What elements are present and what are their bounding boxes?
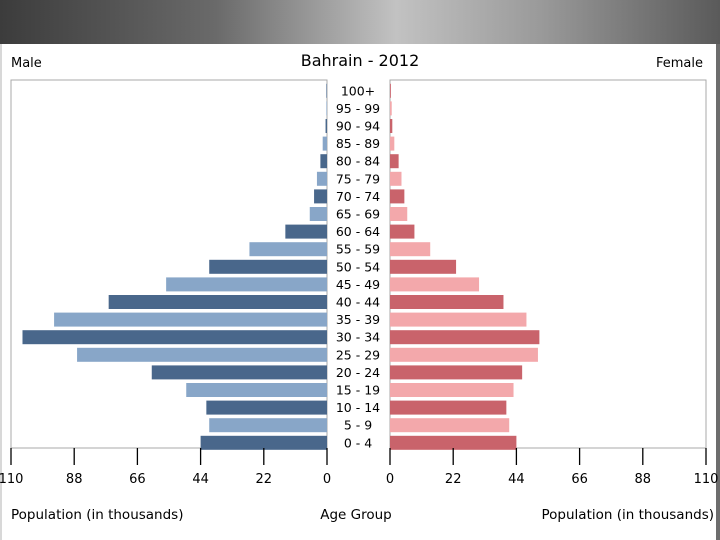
female-bar-15 — [390, 347, 538, 362]
male-bar-16 — [151, 365, 327, 380]
age-group-label-1: 95 - 99 — [336, 101, 380, 116]
male-bar-15 — [77, 347, 327, 362]
female-bar-11 — [390, 277, 480, 292]
age-group-label-12: 40 - 44 — [336, 295, 380, 310]
age-group-label-3: 85 - 89 — [336, 136, 380, 151]
female-bar-19 — [390, 418, 510, 433]
female-bar-0 — [390, 83, 391, 98]
male-bar-0 — [326, 83, 327, 98]
female-bar-7 — [390, 207, 408, 221]
age-labels: 100+ 95 - 99 90 - 94 85 - 89 80 - 84 75 - 79 7… — [336, 83, 380, 450]
age-group-label-10: 50 - 54 — [336, 259, 380, 274]
female-bar-10 — [390, 259, 457, 274]
x-axis-ticks: 0 0 22 22 44 44 66 66 88 88 110 110 — [0, 448, 718, 487]
female-bar-8 — [390, 224, 415, 239]
female-tick-label-3: 66 — [571, 472, 588, 487]
chart-title: Bahrain - 2012 — [301, 51, 420, 70]
male-bar-8 — [285, 224, 327, 239]
female-tick-label-5: 110 — [694, 472, 719, 487]
age-group-label-15: 25 - 29 — [336, 347, 380, 362]
male-bar-9 — [249, 242, 327, 257]
male-bar-6 — [314, 189, 327, 204]
female-bar-1 — [390, 101, 392, 116]
male-tick-label-5: 110 — [0, 472, 23, 487]
age-group-label-7: 65 - 69 — [336, 207, 380, 222]
bars-layer — [22, 83, 540, 450]
slide-top-banner — [0, 0, 720, 44]
male-bar-18 — [206, 400, 327, 415]
age-group-label-20: 0 - 4 — [344, 435, 372, 450]
male-bar-7 — [309, 207, 327, 221]
female-bar-4 — [390, 154, 399, 169]
age-group-axis-label: Age Group — [320, 507, 392, 523]
female-tick-label-1: 22 — [445, 472, 462, 487]
male-bar-10 — [209, 259, 327, 274]
female-bar-17 — [390, 383, 514, 397]
female-x-axis-label: Population (in thousands) — [542, 507, 714, 523]
male-bar-1 — [326, 101, 327, 116]
male-bar-3 — [322, 136, 327, 151]
male-tick-label-3: 66 — [129, 472, 146, 487]
male-x-axis-label: Population (in thousands) — [11, 507, 183, 523]
male-bar-13 — [54, 312, 328, 327]
female-bar-16 — [390, 365, 523, 380]
age-group-label-2: 90 - 94 — [336, 119, 380, 134]
female-bar-2 — [390, 119, 393, 133]
age-group-label-16: 20 - 24 — [336, 365, 380, 380]
female-bar-3 — [390, 136, 395, 151]
female-bar-12 — [390, 295, 504, 309]
female-tick-label-4: 88 — [635, 472, 652, 487]
male-tick-label-0: 0 — [323, 472, 331, 487]
male-bar-17 — [186, 383, 327, 397]
male-bar-20 — [200, 435, 327, 450]
age-group-label-17: 15 - 19 — [336, 383, 380, 398]
age-group-label-19: 5 - 9 — [344, 418, 372, 433]
age-group-label-0: 100+ — [341, 83, 375, 98]
female-tick-label-0: 0 — [386, 472, 394, 487]
male-bar-19 — [209, 418, 327, 433]
female-tick-label-2: 44 — [508, 472, 525, 487]
male-bar-5 — [316, 171, 327, 186]
female-header: Female — [656, 56, 703, 71]
male-tick-label-2: 44 — [192, 472, 209, 487]
age-group-label-5: 75 - 79 — [336, 171, 380, 186]
age-group-label-8: 60 - 64 — [336, 224, 380, 239]
age-group-label-9: 55 - 59 — [336, 242, 380, 257]
age-group-label-18: 10 - 14 — [336, 400, 380, 415]
female-bar-18 — [390, 400, 507, 415]
male-bar-2 — [325, 119, 327, 133]
male-tick-label-1: 22 — [256, 472, 273, 487]
slide-left-edge — [0, 44, 2, 540]
male-header: Male — [11, 56, 42, 71]
female-bar-13 — [390, 312, 527, 327]
female-bar-14 — [390, 330, 540, 345]
female-bar-20 — [390, 435, 517, 450]
male-tick-label-4: 88 — [66, 472, 83, 487]
age-group-label-13: 35 - 39 — [336, 312, 380, 327]
age-group-label-11: 45 - 49 — [336, 277, 380, 292]
age-group-label-14: 30 - 34 — [336, 330, 380, 345]
female-bar-5 — [390, 171, 402, 186]
slide-right-band — [716, 44, 720, 540]
male-bar-4 — [320, 154, 327, 169]
male-bar-11 — [166, 277, 327, 292]
male-bar-14 — [22, 330, 328, 345]
age-group-label-4: 80 - 84 — [336, 154, 380, 169]
female-bar-6 — [390, 189, 405, 204]
age-group-label-6: 70 - 74 — [336, 189, 380, 204]
female-bar-9 — [390, 242, 431, 257]
male-bar-12 — [108, 295, 327, 309]
